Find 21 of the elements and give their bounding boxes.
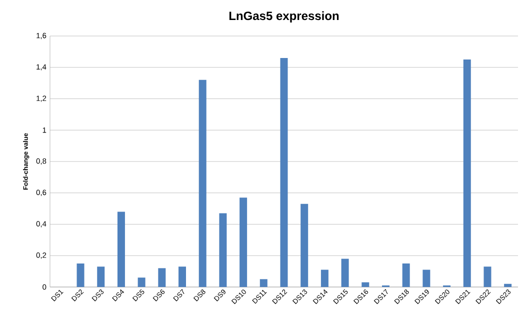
- bar: [300, 204, 308, 287]
- bar: [178, 266, 186, 287]
- bar: [198, 80, 206, 287]
- bar: [97, 266, 105, 287]
- bar: [117, 212, 125, 287]
- bar: [76, 263, 84, 287]
- bar: [362, 282, 370, 287]
- bar: [484, 266, 492, 287]
- bar: [219, 213, 227, 287]
- bar: [504, 284, 512, 287]
- bar: [402, 263, 410, 287]
- bar: [280, 58, 288, 287]
- bar: [463, 60, 471, 287]
- chart-title: LnGas5 expression: [229, 11, 339, 22]
- bar: [240, 198, 248, 287]
- bar: [260, 279, 268, 287]
- bar: [158, 268, 166, 287]
- bar: [320, 270, 328, 287]
- bar: [341, 258, 349, 287]
- bar: [422, 270, 430, 287]
- bar: [138, 278, 146, 287]
